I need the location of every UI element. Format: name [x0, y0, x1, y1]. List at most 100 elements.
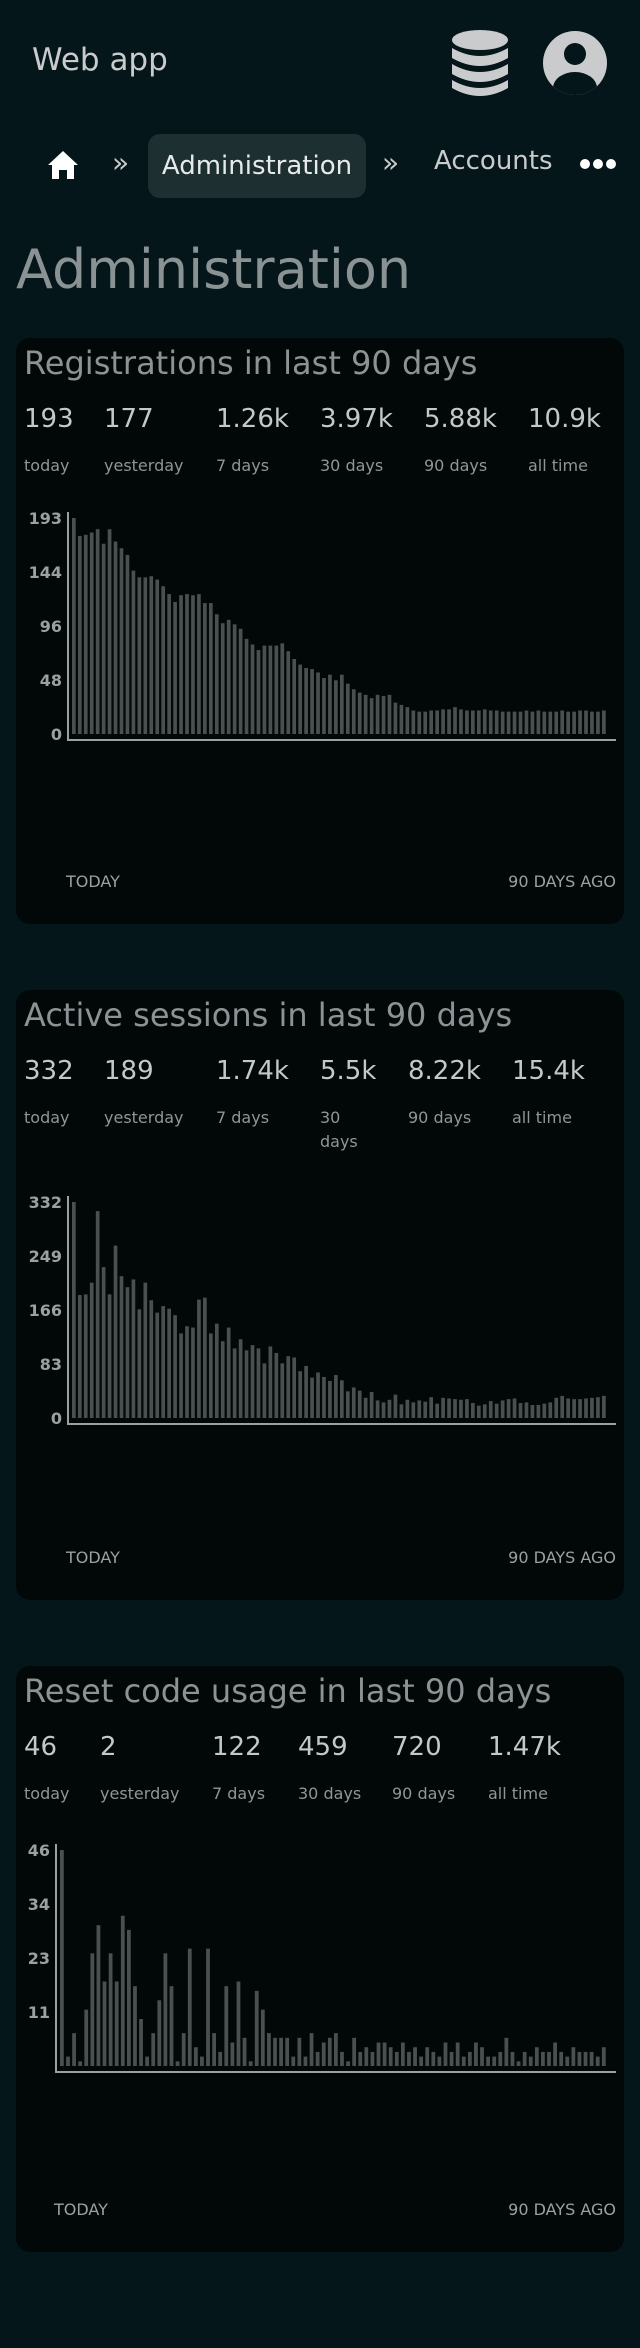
more-horizontal-icon[interactable] — [580, 158, 616, 170]
page-title: Administration — [16, 238, 412, 301]
chart-bar — [273, 2037, 277, 2066]
registrations-card: Registrations in last 90 days 193 today 17… — [16, 338, 624, 924]
chart-bar — [583, 2051, 588, 2066]
chart-bar — [425, 2047, 430, 2066]
chart-bar — [590, 1397, 594, 1418]
y-tick-label: 144 — [29, 563, 62, 582]
chart-bar — [411, 1402, 416, 1418]
chart-bar — [203, 603, 207, 734]
chart-bar — [167, 594, 171, 734]
y-tick-label: 249 — [29, 1247, 62, 1266]
chart-bar — [321, 2042, 326, 2066]
home-icon[interactable] — [46, 148, 80, 182]
stat-value: 46 — [24, 1732, 58, 1762]
chart-bar — [208, 1333, 213, 1418]
chart-bar — [175, 2061, 180, 2066]
chart-bar — [572, 711, 576, 734]
chart-bar — [474, 2042, 478, 2066]
stat-value: 177 — [104, 404, 154, 434]
chart-bar — [267, 2033, 271, 2066]
chart-bar — [512, 711, 517, 734]
chart-bar — [560, 710, 565, 734]
stat-value: 189 — [104, 1056, 154, 1086]
chart-bar — [197, 1299, 201, 1418]
y-tick-label: 23 — [28, 1949, 50, 1968]
chart-bar — [120, 1915, 125, 2066]
chart-bar — [78, 2061, 83, 2066]
breadcrumb-separator: » — [382, 146, 400, 179]
chart-bar — [254, 1990, 259, 2066]
chart-bar — [298, 1371, 302, 1418]
stat-label: all time — [512, 1108, 572, 1127]
x-axis-end-label: 90 DAYS AGO — [508, 2200, 616, 2219]
chart-bar — [459, 709, 463, 734]
y-tick-label: 0 — [51, 1409, 62, 1428]
chart-bar — [83, 534, 88, 734]
chart-bar — [471, 1403, 475, 1418]
user-profile-icon[interactable] — [542, 30, 608, 96]
stat-item: 1.26k 7 days — [216, 404, 306, 478]
chart-bar — [506, 711, 511, 734]
chart-bar — [453, 707, 457, 734]
chart-bar — [504, 2037, 509, 2066]
chart-bar — [108, 1953, 113, 2066]
chart-bar — [400, 2042, 405, 2066]
chart-bar — [173, 1315, 177, 1418]
chart-axis — [55, 1844, 616, 2073]
reset-code-usage-bar-chart: 46 34 23 11 — [28, 1841, 616, 2073]
chart-bar — [304, 1365, 308, 1418]
chart-bar — [488, 1401, 493, 1418]
card-title: Reset code usage in last 90 days — [24, 1672, 552, 1710]
chart-bar — [482, 1404, 487, 1418]
chart-bar — [541, 2051, 545, 2066]
chart-bar — [394, 2051, 399, 2066]
chart-bar — [601, 2047, 606, 2066]
stat-item: 5.88k 90 days — [424, 404, 514, 478]
stat-item: 1.47k all time — [488, 1732, 568, 1806]
chart-bar — [596, 711, 600, 734]
chart-bar — [506, 1399, 511, 1418]
y-tick-label: 83 — [40, 1355, 62, 1374]
chart-bar — [303, 2056, 308, 2066]
breadcrumb-item-accounts[interactable]: Accounts — [434, 146, 553, 176]
chart-bar — [492, 2056, 497, 2066]
chart-bar — [461, 2056, 466, 2066]
chart-bar — [528, 2056, 533, 2066]
chart-bar — [179, 1333, 183, 1418]
chart-bar — [494, 710, 499, 734]
database-icon[interactable] — [448, 28, 512, 100]
chart-bar — [286, 651, 291, 734]
chart-bar — [559, 2051, 564, 2066]
chart-bar — [72, 518, 76, 734]
stat-item: 1.74k 7 days — [216, 1056, 296, 1130]
chart-bar — [214, 614, 219, 734]
chart-bar — [340, 1380, 344, 1418]
chart-bar — [193, 2047, 198, 2066]
chart-bar — [516, 2061, 521, 2066]
chart-bar — [376, 2042, 381, 2066]
breadcrumb-item-administration[interactable]: Administration — [148, 134, 366, 198]
chart-bar — [429, 1397, 434, 1418]
chart-bar — [96, 1925, 101, 2066]
chart-bar — [200, 2056, 204, 2066]
chart-bar — [310, 1377, 314, 1418]
chart-bar — [244, 1350, 249, 1418]
stat-label: 30 days — [320, 456, 384, 475]
x-axis-start-label: TODAY — [66, 1548, 120, 1567]
chart-bar — [143, 577, 148, 734]
chart-bar — [226, 619, 231, 734]
chart-bar — [351, 689, 356, 734]
chart-bar — [328, 1380, 332, 1418]
chart-bar — [322, 678, 326, 734]
chart-bar — [465, 1399, 469, 1418]
chart-bar — [375, 1400, 380, 1418]
chart-bar — [113, 541, 118, 734]
chart-bar — [447, 709, 451, 734]
chart-bar — [102, 1981, 107, 2066]
card-title: Registrations in last 90 days — [24, 344, 478, 382]
stat-value: 1.47k — [488, 1732, 561, 1762]
chart-bar — [577, 2051, 582, 2066]
chart-bar — [518, 1403, 523, 1418]
chart-bar — [220, 1341, 225, 1418]
app-title[interactable]: Web app — [32, 42, 168, 78]
